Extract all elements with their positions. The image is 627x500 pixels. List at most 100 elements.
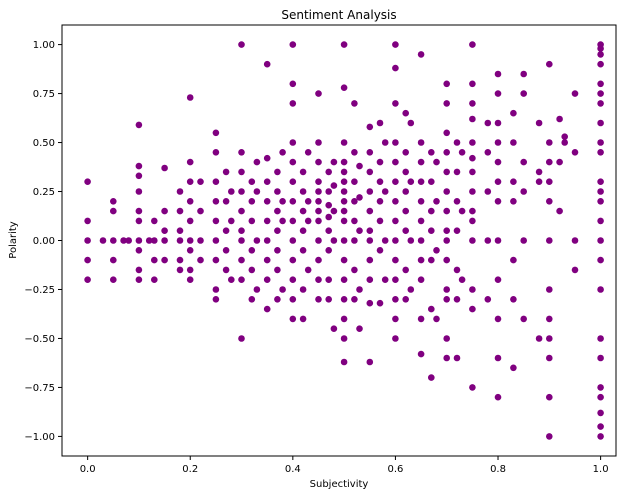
x-tick-label: 0.0 bbox=[80, 464, 96, 475]
data-point bbox=[484, 119, 492, 127]
data-point bbox=[145, 237, 153, 244]
data-point bbox=[494, 119, 502, 127]
data-point bbox=[376, 158, 384, 166]
data-point bbox=[597, 51, 604, 58]
data-point bbox=[279, 198, 286, 205]
data-point bbox=[186, 266, 194, 274]
data-point bbox=[248, 247, 256, 254]
data-point bbox=[315, 276, 322, 284]
data-point bbox=[110, 256, 117, 264]
data-point bbox=[222, 247, 230, 254]
data-point bbox=[366, 299, 374, 307]
data-point bbox=[289, 276, 297, 284]
data-point bbox=[315, 217, 322, 225]
data-point bbox=[340, 168, 348, 176]
data-point bbox=[392, 198, 399, 205]
data-point bbox=[597, 80, 604, 88]
data-point bbox=[510, 296, 517, 303]
data-point bbox=[340, 237, 348, 244]
data-point bbox=[484, 237, 492, 244]
data-point bbox=[289, 41, 297, 48]
data-point bbox=[484, 149, 492, 156]
data-point bbox=[263, 178, 271, 185]
data-point bbox=[510, 364, 517, 372]
data-point bbox=[325, 276, 333, 284]
data-point bbox=[494, 90, 502, 97]
data-point bbox=[197, 207, 204, 215]
data-point bbox=[151, 276, 158, 284]
data-point bbox=[494, 237, 502, 244]
data-point bbox=[510, 198, 517, 205]
data-point bbox=[186, 237, 194, 244]
data-point bbox=[263, 217, 271, 225]
data-point bbox=[340, 84, 348, 91]
data-point bbox=[417, 276, 425, 284]
data-point bbox=[263, 198, 271, 205]
data-point bbox=[299, 315, 307, 323]
data-point bbox=[597, 286, 604, 293]
data-point bbox=[253, 188, 261, 195]
data-point bbox=[325, 213, 333, 221]
data-point bbox=[222, 227, 230, 234]
data-point bbox=[351, 266, 358, 274]
data-point bbox=[351, 178, 358, 185]
data-point bbox=[351, 100, 358, 107]
data-point bbox=[392, 315, 399, 323]
data-point bbox=[494, 198, 502, 205]
data-point bbox=[402, 188, 410, 195]
data-point bbox=[176, 227, 184, 234]
data-point bbox=[494, 276, 502, 284]
data-point bbox=[469, 237, 476, 244]
data-point bbox=[597, 198, 604, 205]
data-point bbox=[402, 296, 410, 303]
data-point bbox=[433, 158, 440, 166]
data-point bbox=[520, 90, 527, 97]
data-point bbox=[392, 276, 399, 284]
data-point bbox=[263, 305, 271, 313]
data-point bbox=[402, 266, 410, 274]
data-point bbox=[279, 149, 286, 156]
data-point bbox=[597, 256, 604, 264]
data-point bbox=[366, 188, 374, 195]
x-axis-ticks: 0.0 0.2 0.4 0.6 0.8 1.0 bbox=[80, 456, 609, 475]
data-point bbox=[356, 227, 363, 234]
data-point bbox=[274, 227, 281, 234]
data-point bbox=[443, 188, 451, 195]
data-point bbox=[546, 354, 553, 362]
data-point bbox=[161, 227, 168, 234]
data-point bbox=[356, 286, 363, 293]
data-point bbox=[340, 276, 348, 284]
data-point bbox=[289, 178, 297, 185]
data-point bbox=[433, 315, 440, 323]
data-point bbox=[376, 178, 384, 185]
data-point bbox=[274, 266, 281, 274]
data-point bbox=[571, 149, 579, 156]
data-point bbox=[135, 266, 143, 274]
data-point bbox=[289, 100, 297, 107]
data-point bbox=[279, 217, 286, 225]
data-point bbox=[366, 256, 374, 264]
data-point bbox=[315, 198, 322, 205]
data-point bbox=[428, 149, 435, 156]
data-point bbox=[469, 41, 476, 48]
y-tick-label: 0.25 bbox=[33, 187, 55, 198]
data-point bbox=[135, 172, 143, 180]
data-point bbox=[212, 198, 220, 205]
data-point bbox=[330, 207, 338, 215]
data-point bbox=[110, 198, 117, 205]
data-point bbox=[597, 393, 604, 401]
data-point bbox=[110, 237, 117, 244]
data-point bbox=[248, 296, 256, 303]
y-tick-label: 0.50 bbox=[33, 138, 55, 149]
data-point bbox=[597, 45, 604, 52]
data-point bbox=[289, 217, 297, 225]
data-point bbox=[176, 237, 184, 244]
data-point bbox=[428, 256, 435, 264]
data-point bbox=[330, 237, 338, 244]
data-point bbox=[469, 139, 476, 146]
data-point bbox=[356, 194, 363, 201]
data-point bbox=[597, 139, 604, 146]
data-point bbox=[274, 188, 281, 195]
data-point bbox=[494, 354, 502, 362]
